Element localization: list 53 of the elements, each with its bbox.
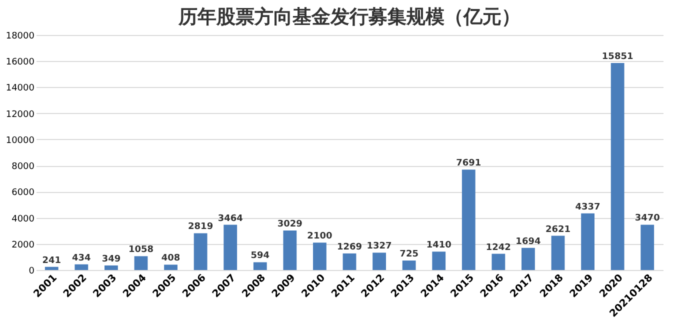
data-label: 2100 [307,232,332,242]
y-tick-label: 16000 [6,58,35,68]
y-tick-label: 14000 [6,84,35,94]
bar [44,266,58,270]
data-label: 241 [42,256,62,266]
bar [372,252,386,270]
data-label: 1694 [516,236,541,247]
data-label: 349 [102,254,121,264]
y-tick-label: 4000 [12,214,35,224]
y-tick-label: 2000 [12,240,35,250]
bar [522,248,535,270]
bar [283,230,297,270]
bar [74,264,88,270]
data-label: 2621 [545,224,571,235]
bar [492,254,506,270]
bar [164,264,178,270]
data-label: 2819 [188,222,214,232]
data-label: 7691 [456,158,482,169]
bar [104,265,118,270]
bar [432,252,446,270]
data-label: 1327 [366,242,392,252]
y-tick-label: 8000 [12,162,35,172]
y-tick-label: 18000 [6,32,35,42]
bar [253,262,267,270]
data-label: 3464 [218,214,243,224]
bar [313,242,326,270]
data-label: 1242 [486,242,511,253]
bar [640,224,654,270]
data-label: 1410 [426,240,452,251]
data-label: 4337 [575,202,600,212]
bar [610,63,624,270]
bar [551,236,565,270]
bar [402,260,416,270]
data-label: 434 [72,253,91,264]
bar [224,224,238,270]
chart-title: 历年股票方向基金发行募集规模（亿元） [178,6,520,28]
y-tick-label: 0 [28,266,35,276]
data-label: 594 [250,251,270,262]
data-label: 1269 [336,242,362,252]
data-label: 1058 [128,245,154,256]
y-tick-label: 10000 [6,136,35,146]
data-label: 408 [161,254,180,264]
data-label: 15851 [602,52,634,62]
data-label: 725 [400,250,418,260]
bar [342,253,356,270]
data-label: 3470 [634,214,660,224]
data-label: 3029 [277,219,302,230]
y-tick-label: 12000 [6,110,35,120]
bar [194,233,208,270]
bar [134,256,148,270]
bar [462,170,476,270]
y-tick-label: 6000 [12,188,35,198]
bar [581,213,594,270]
